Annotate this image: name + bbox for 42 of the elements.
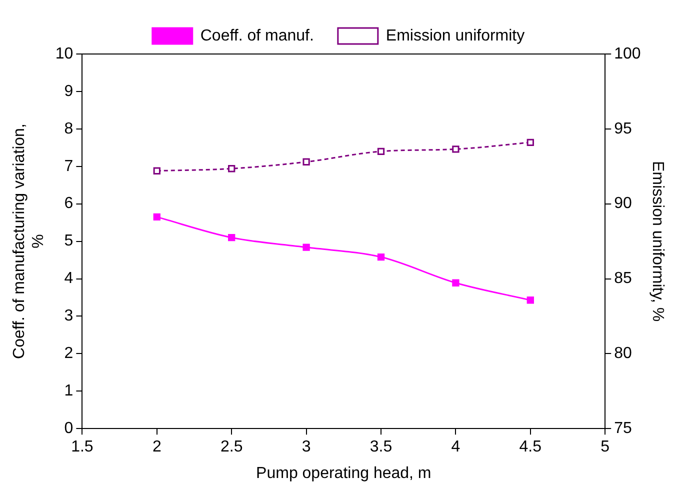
y2-tick-label: 75 bbox=[614, 420, 632, 438]
y-tick-label: 1 bbox=[64, 382, 74, 400]
point bbox=[377, 253, 385, 261]
y2-tick-label: 90 bbox=[614, 195, 632, 212]
y-tick-label: 3 bbox=[64, 308, 74, 325]
point bbox=[153, 213, 160, 221]
point bbox=[377, 148, 385, 155]
point bbox=[452, 146, 460, 153]
x-tick-label: 2.5 bbox=[220, 438, 243, 456]
y-tick-label: 6 bbox=[64, 195, 74, 212]
point bbox=[153, 167, 160, 174]
x-tick-label: 3 bbox=[302, 438, 311, 456]
point bbox=[526, 138, 534, 146]
y2-tick-label: 85 bbox=[614, 270, 632, 288]
y2-axis-title: Emission uniformity, % bbox=[648, 160, 666, 322]
y-tick-label: 9 bbox=[64, 82, 74, 100]
x-axis-title: Pump operating head, m bbox=[256, 464, 432, 482]
y-axis-title: Coeff. of manufacturing variation, % bbox=[11, 124, 48, 359]
x-tick-label: 3.5 bbox=[370, 438, 392, 456]
y2-tick-label: 95 bbox=[614, 120, 632, 138]
x-tick-label: 1.5 bbox=[71, 438, 94, 456]
point bbox=[526, 296, 534, 304]
point bbox=[228, 165, 236, 172]
y-tick-label: 0 bbox=[64, 420, 74, 438]
point bbox=[452, 279, 460, 286]
point bbox=[302, 244, 310, 251]
point bbox=[302, 158, 310, 166]
y-tick-label: 8 bbox=[64, 120, 74, 138]
y-tick-label: 4 bbox=[64, 270, 74, 288]
x-tick-label: 4.5 bbox=[519, 438, 542, 456]
x-tick-label: 2 bbox=[152, 438, 162, 456]
y-tick-label: 7 bbox=[64, 158, 74, 175]
x-tick-label: 5 bbox=[600, 438, 610, 456]
y2-tick-label: 100 bbox=[614, 45, 641, 62]
legend-label: Coeff. of manuf. bbox=[200, 27, 314, 44]
y2-tick-label: 80 bbox=[614, 345, 632, 362]
y-tick-label: 5 bbox=[64, 232, 74, 250]
x-tick-label: 4 bbox=[451, 438, 460, 456]
y-tick-label: 2 bbox=[64, 345, 74, 362]
y-tick-label: 10 bbox=[55, 45, 74, 62]
legend-label: Emission uniformity bbox=[386, 27, 525, 44]
point bbox=[228, 234, 236, 242]
